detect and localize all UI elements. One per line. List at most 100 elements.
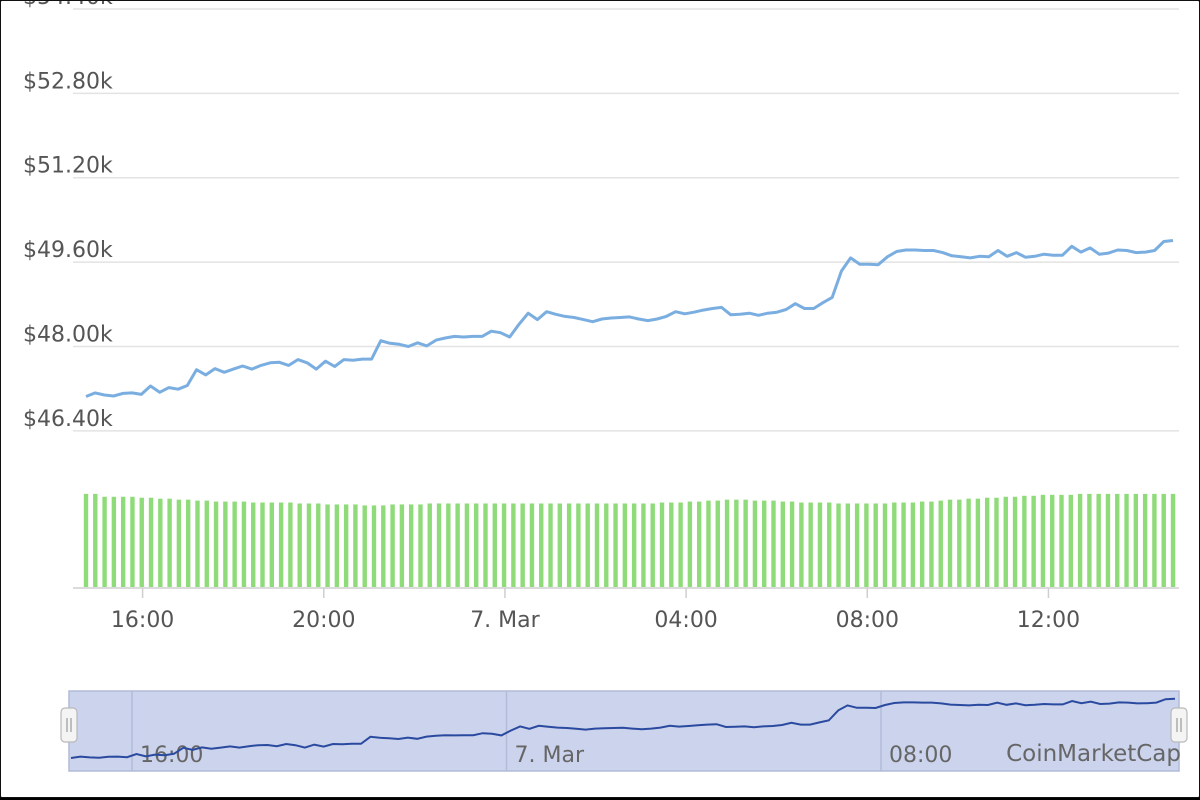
volume-bar (659, 502, 665, 587)
volume-bar (594, 503, 600, 587)
volume-bar (715, 500, 720, 587)
volume-bar (306, 503, 312, 587)
volume-bar (892, 502, 897, 587)
volume-bar (1161, 493, 1166, 587)
volume-bar (975, 498, 981, 587)
volume-bar (316, 503, 321, 587)
volume-bar (1152, 493, 1157, 587)
volume-bar (1142, 493, 1148, 587)
volume-bar (185, 499, 191, 587)
volume-bar (399, 504, 405, 587)
volume-bar (873, 503, 878, 587)
x-tick-label: 04:00 (654, 608, 717, 633)
volume-bar (566, 503, 572, 587)
volume-bar (371, 505, 377, 587)
volume-bar (929, 501, 934, 587)
volume-bar (102, 496, 107, 587)
volume-bar (938, 500, 943, 587)
price-line (85, 239, 1174, 398)
volume-bar (390, 504, 395, 587)
volume-bar (1087, 493, 1092, 587)
volume-bar (957, 499, 962, 587)
volume-bar (585, 503, 590, 587)
volume-bar (343, 504, 349, 587)
y-tick-label: $54.40k (23, 1, 113, 10)
volume-bar (511, 503, 516, 587)
volume-bar (984, 497, 990, 587)
volume-bar (93, 493, 98, 587)
volume-bar (148, 497, 154, 587)
navigator-right-handle[interactable] (1170, 707, 1188, 743)
volume-bar (882, 503, 888, 587)
volume-bar (278, 502, 284, 587)
volume-bar (706, 500, 711, 587)
volume-bar (1124, 493, 1129, 587)
volume-bar (1068, 494, 1074, 587)
volume-bar (743, 499, 748, 587)
volume-bar (353, 504, 358, 587)
range-navigator[interactable]: 16:00 7. Mar 08:00 CoinMarketCap (60, 690, 1188, 772)
volume-bar (650, 503, 655, 587)
volume-bar (418, 504, 423, 587)
volume-bar (111, 496, 117, 587)
volume-bar (1105, 493, 1111, 587)
x-axis: 16:00 20:00 7. Mar 04:00 08:00 12:00 (73, 587, 1179, 633)
volume-bar (1050, 494, 1055, 587)
volume-bar (325, 504, 330, 587)
navigator-left-handle[interactable] (60, 707, 78, 743)
volume-bar (176, 499, 182, 587)
volume-bar (483, 503, 488, 587)
volume-bar (260, 502, 265, 587)
volume-bar (529, 503, 535, 587)
volume-bar (251, 502, 256, 587)
volume-bar (288, 502, 293, 587)
volume-bar (827, 502, 832, 587)
volume-bar (548, 503, 553, 587)
navigator-tick-label: 08:00 (889, 743, 952, 768)
volume-bar (1003, 496, 1008, 587)
volume-bar (780, 501, 785, 587)
volume-bar (1115, 493, 1120, 587)
y-tick-label: $51.20k (23, 154, 113, 179)
volume-bar (269, 502, 275, 587)
volume-bar (678, 502, 683, 587)
volume-bar (919, 501, 925, 587)
volume-bar (241, 501, 247, 587)
volume-bar (455, 503, 460, 587)
volume-bar (362, 505, 367, 587)
y-tick-label: $48.00k (23, 322, 113, 347)
volume-bar (762, 500, 767, 587)
volume-bar (864, 503, 869, 587)
y-tick-label: $46.40k (23, 407, 113, 432)
x-tick-label: 08:00 (836, 608, 899, 633)
volume-bar (910, 502, 916, 587)
y-tick-label: $49.60k (23, 238, 113, 263)
volume-bar (539, 503, 544, 587)
volume-bar (854, 503, 860, 587)
navigator-tick-label: 7. Mar (515, 743, 585, 768)
volume-bars (83, 493, 1176, 587)
volume-bar (232, 501, 237, 587)
x-tick-label: 12:00 (1017, 608, 1080, 633)
volume-bar (1170, 493, 1176, 587)
volume-bar (1012, 496, 1018, 587)
volume-bar (1077, 493, 1083, 587)
volume-bar (1040, 494, 1046, 587)
volume-bar (381, 505, 386, 587)
volume-bar (669, 502, 674, 587)
volume-bar (167, 498, 172, 587)
handle-body (1170, 707, 1188, 743)
volume-bar (334, 504, 340, 587)
price-series (85, 239, 1174, 398)
volume-bar (845, 503, 851, 587)
grid-lines (73, 8, 1179, 432)
volume-bar (817, 502, 823, 587)
volume-bar (446, 503, 451, 587)
volume-bar (994, 497, 999, 587)
volume-bar (427, 503, 432, 587)
volume-bar (408, 504, 414, 587)
volume-bar (139, 497, 144, 587)
volume-bar (204, 500, 209, 587)
volume-bar (1031, 495, 1036, 587)
